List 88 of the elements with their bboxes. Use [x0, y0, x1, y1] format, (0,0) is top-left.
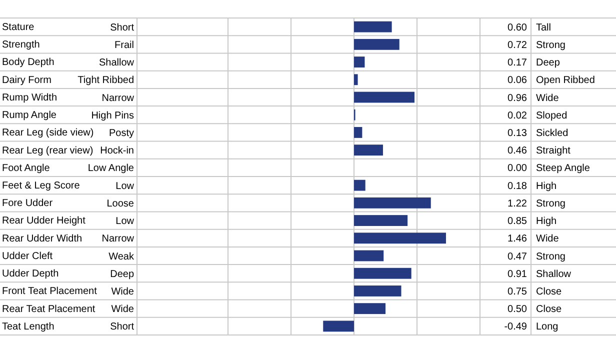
bar	[354, 21, 392, 32]
y-tick-label: Rump Width	[2, 92, 58, 104]
text: Tall	[536, 22, 552, 34]
y-tick-label: Foot Angle	[2, 162, 50, 174]
text: Sloped	[536, 110, 568, 122]
text: Low	[116, 216, 135, 228]
y-tick-label: Rump Angle	[2, 110, 57, 122]
data-label: 0.13	[508, 128, 528, 139]
bar	[354, 144, 383, 156]
text: Strong	[536, 198, 566, 210]
bar	[354, 303, 386, 314]
text: Shallow	[536, 268, 572, 280]
bar	[354, 56, 365, 68]
text: Straight	[536, 146, 571, 157]
data-label: 0.47	[508, 251, 528, 262]
bar	[354, 92, 414, 103]
text: High Pins	[91, 110, 134, 122]
data-label: 0.17	[508, 58, 528, 69]
text: Wide	[536, 234, 560, 245]
y-tick-label: Rear Leg (side view)	[2, 128, 94, 139]
bar	[354, 127, 362, 138]
y-tick-label: Rear Teat Placement	[2, 304, 96, 315]
y-tick-label: Dairy Form	[2, 74, 52, 86]
text: Short	[110, 22, 134, 34]
text: Hock-in	[100, 146, 134, 157]
text: Strong	[536, 40, 566, 51]
text: Narrow	[102, 234, 135, 245]
text: Shallow	[98, 58, 135, 69]
data-label: 0.72	[508, 40, 528, 51]
y-tick-label: Front Teat Placement	[2, 286, 98, 298]
bar	[354, 232, 446, 244]
text: Low	[116, 180, 135, 192]
bar	[354, 215, 408, 226]
data-label: 1.22	[508, 198, 528, 210]
y-tick-label: Rear Udder Width	[2, 233, 82, 244]
text: Steep Angle	[536, 163, 590, 174]
bar	[354, 180, 366, 191]
text: Weak	[108, 251, 135, 262]
data-label: 0.18	[508, 180, 528, 192]
text: Loose	[106, 198, 134, 210]
text: Sickled	[536, 128, 568, 139]
y-tick-label: Rear Udder Height	[2, 216, 86, 227]
text: Open Ribbed	[536, 75, 595, 86]
bar	[354, 38, 400, 50]
text: Long	[536, 322, 558, 333]
text: Short	[110, 322, 134, 333]
text: Wide	[111, 304, 134, 316]
data-label: -0.49	[504, 322, 528, 333]
y-tick-label: Feet & Leg Score	[2, 180, 80, 192]
text: Close	[536, 304, 562, 316]
text: Deep	[536, 58, 560, 69]
text: Posty	[108, 128, 134, 139]
y-tick-label: Rear Leg (rear view)	[2, 145, 94, 156]
data-label: 0.60	[508, 22, 528, 34]
data-label: 0.02	[508, 110, 528, 122]
text: High	[536, 180, 557, 192]
data-label: 0.06	[508, 75, 528, 86]
text: Tight Ribbed	[78, 75, 134, 86]
bar	[354, 286, 402, 296]
data-label: 0.75	[508, 286, 528, 298]
y-tick-label: Strength	[2, 40, 40, 51]
y-tick-label: Stature	[2, 22, 35, 34]
data-label: 0.91	[508, 268, 528, 280]
text: Close	[536, 286, 562, 298]
data-label: 0.96	[508, 92, 528, 104]
text: High	[536, 216, 557, 228]
y-tick-label: Udder Depth	[2, 268, 59, 280]
data-label: 1.46	[508, 234, 528, 245]
y-tick-label: Udder Cleft	[2, 250, 53, 262]
y-tick-label: Body Depth	[2, 57, 54, 68]
bar	[354, 74, 358, 86]
text: Wide	[111, 286, 134, 298]
data-label: 0.85	[508, 216, 528, 228]
text: Frail	[114, 40, 134, 51]
y-tick-label: Fore Udder	[2, 198, 54, 210]
bar	[354, 250, 384, 262]
text: Low Angle	[88, 163, 134, 174]
text: Strong	[536, 251, 566, 262]
bar	[354, 268, 412, 279]
bar	[354, 197, 431, 208]
data-label: 0.00	[508, 163, 528, 174]
data-label: 0.46	[508, 146, 528, 157]
bar	[323, 320, 354, 332]
text: Narrow	[102, 92, 135, 104]
text: Wide	[536, 92, 560, 104]
data-label: 0.50	[508, 304, 528, 316]
y-tick-label: Teat Length	[2, 321, 54, 332]
text: Deep	[110, 268, 134, 280]
